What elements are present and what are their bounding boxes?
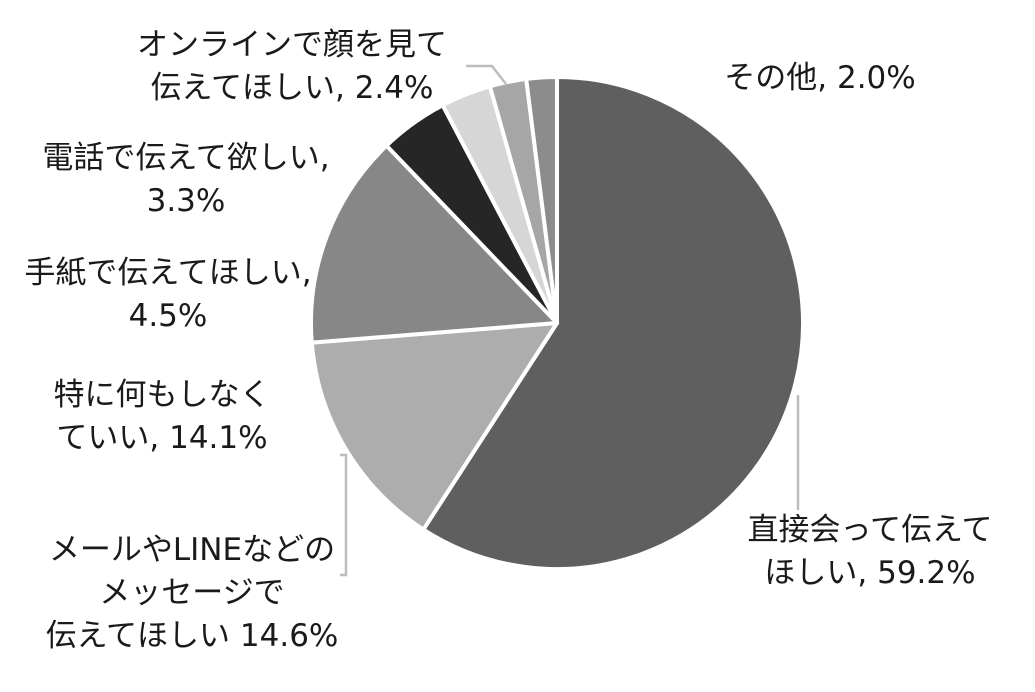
slice-label-line: 直接会って伝えて: [748, 512, 993, 548]
slice-label-2: メールやLINEなどのメッセージで伝えてほしい 14.6%: [46, 532, 339, 654]
slice-label-line: 手紙で伝えてほしい,: [24, 255, 311, 291]
slice-label-line: ていい, 14.1%: [56, 420, 267, 456]
slice-label-line: オンラインで顔を見て: [137, 27, 447, 63]
pie-slice-1: [421, 75, 805, 571]
pie-slice-7: [524, 75, 559, 325]
pie-slice-3: [309, 143, 559, 345]
slice-label-line: 4.5%: [129, 298, 208, 334]
pie-slice-2: [309, 321, 559, 532]
slice-label-5: 電話で伝えて欲しい, 3.3%: [42, 140, 329, 219]
leader-line-2: [340, 453, 348, 577]
slice-label-line: 特に何もしなく: [54, 377, 271, 413]
slice-label-line: ほしい, 59.2%: [764, 555, 975, 591]
slice-label-line: メッセージで: [99, 575, 284, 611]
slice-label-3: 特に何もしなくていい, 14.1%: [54, 377, 271, 456]
slice-labels: 直接会って伝えてほしい, 59.2%メールやLINEなどのメッセージで伝えてほし…: [24, 27, 992, 654]
pie-slices: [309, 75, 805, 571]
slice-label-line: 3.3%: [147, 183, 226, 219]
slice-label-line: 電話で伝えて欲しい,: [42, 140, 329, 176]
slice-label-line: その他, 2.0%: [724, 60, 915, 96]
leader-lines: [340, 64, 800, 577]
leader-line-6: [466, 64, 507, 85]
slice-label-1: 直接会って伝えてほしい, 59.2%: [748, 512, 993, 591]
slice-label-line: 伝えてほしい, 2.4%: [151, 70, 434, 106]
slice-label-4: 手紙で伝えてほしい, 4.5%: [24, 255, 311, 334]
slice-label-line: 伝えてほしい 14.6%: [46, 618, 339, 654]
slice-label-6: オンラインで顔を見て伝えてほしい, 2.4%: [137, 27, 447, 106]
slice-label-7: その他, 2.0%: [724, 60, 915, 96]
slice-label-line: メールやLINEなどの: [49, 532, 335, 568]
